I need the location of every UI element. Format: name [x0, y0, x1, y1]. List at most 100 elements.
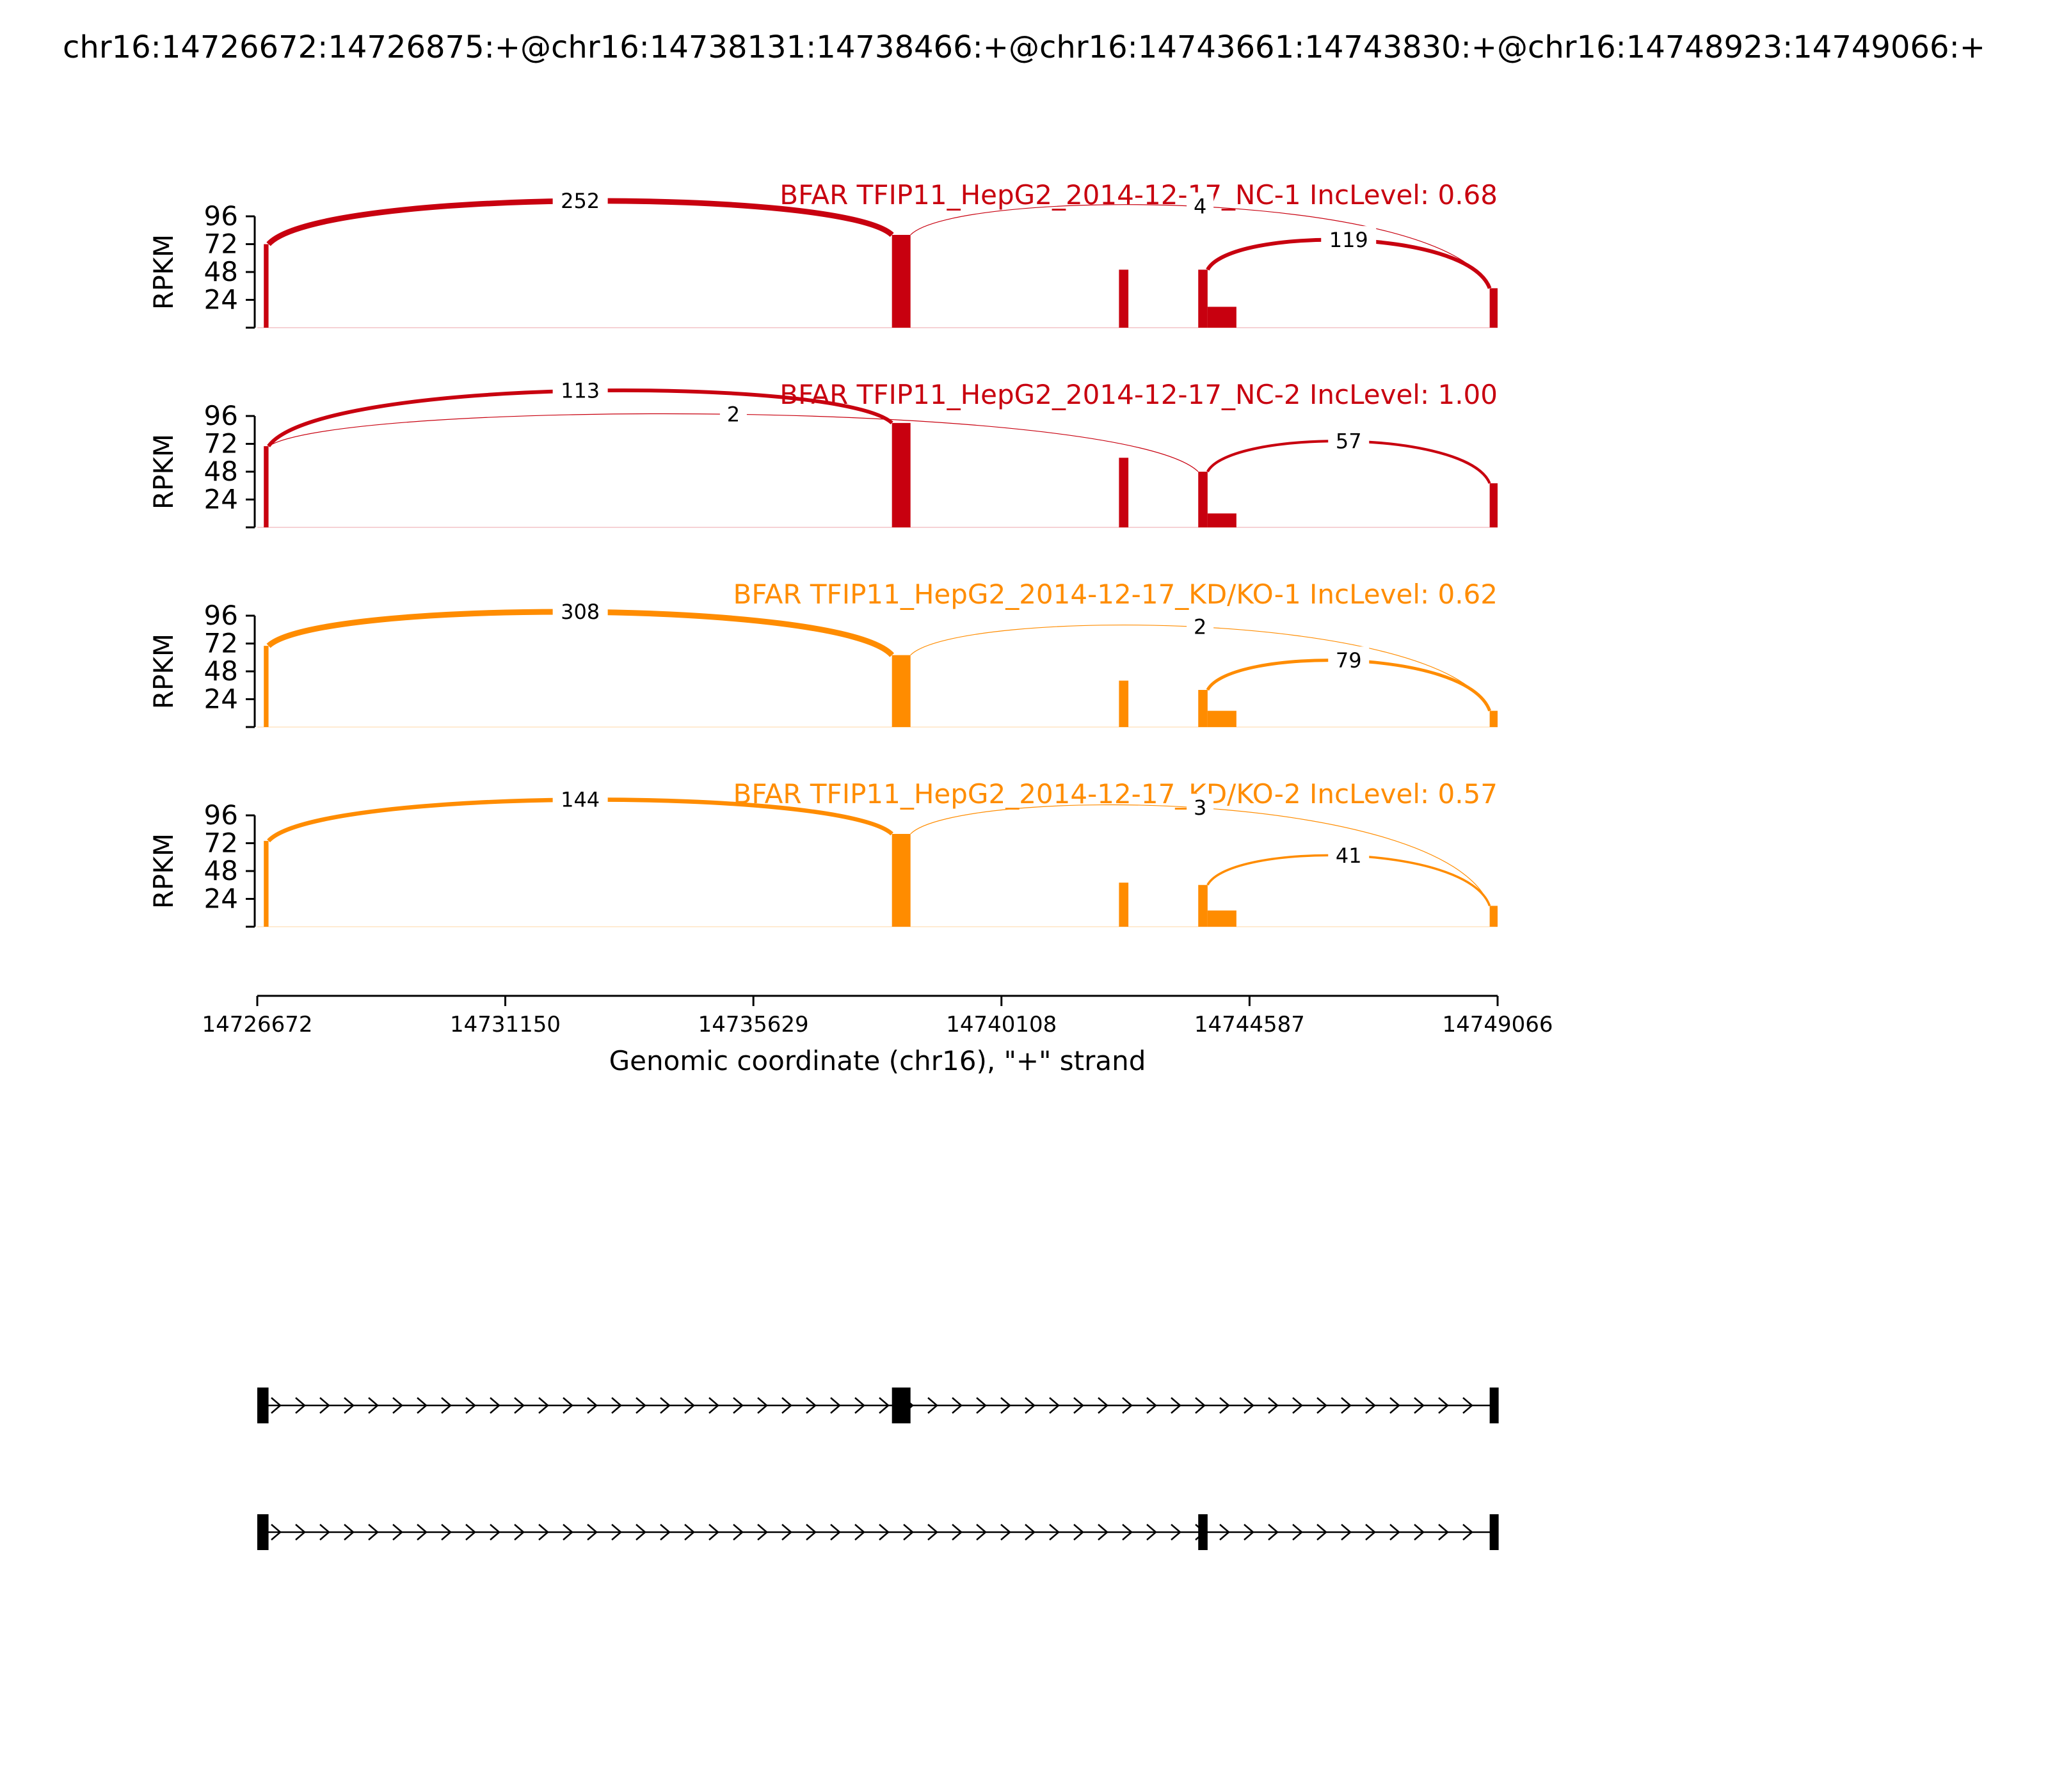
strand-arrow	[1171, 1524, 1181, 1540]
x-tick-label: 14749066	[1442, 1012, 1553, 1037]
strand-arrow	[587, 1397, 598, 1414]
strand-arrow	[806, 1397, 817, 1414]
junction-label-bg	[552, 376, 608, 403]
strand-arrow	[1219, 1397, 1230, 1414]
strand-arrow	[733, 1524, 744, 1540]
genomic-x-axis: 14726672 14731150 14735629 14740108 14744587…	[202, 995, 1553, 1076]
junction-label-bg	[1187, 192, 1214, 218]
coverage-block	[1207, 910, 1236, 927]
strand-arrow	[927, 1524, 938, 1540]
junction-count-label: 2	[727, 402, 740, 426]
y-tick-label: 24	[204, 684, 238, 715]
strand-arrow	[1098, 1524, 1108, 1540]
strand-arrow	[684, 1524, 695, 1540]
strand-arrow	[708, 1397, 719, 1414]
coverage-block	[892, 834, 911, 927]
strand-arrow	[1073, 1524, 1084, 1540]
isoform-structures	[257, 1388, 1499, 1550]
strand-arrow	[879, 1397, 890, 1414]
coverage-block	[892, 655, 911, 727]
strand-arrow	[1000, 1397, 1011, 1414]
strand-arrow	[368, 1397, 379, 1414]
coverage-block	[1198, 269, 1208, 328]
junction-count-label: 3	[1194, 796, 1206, 820]
strand-arrow	[563, 1524, 573, 1540]
junction-count-label: 79	[1336, 648, 1362, 673]
y-tick-label: 48	[204, 855, 238, 886]
strand-arrow	[660, 1524, 671, 1540]
strand-arrow	[1316, 1397, 1327, 1414]
strand-arrow	[1414, 1397, 1425, 1414]
strand-arrow	[563, 1397, 573, 1414]
strand-arrow	[1316, 1524, 1327, 1540]
strand-arrow	[271, 1524, 282, 1540]
strand-arrow	[757, 1524, 768, 1540]
y-tick-label: 24	[204, 883, 238, 915]
track-title: BFAR TFIP11_HepG2_2014-12-17_NC-1 IncLev…	[780, 179, 1498, 211]
y-tick-label: 48	[204, 655, 238, 687]
junction-count-label: 252	[561, 189, 600, 213]
coverage-block	[1198, 884, 1208, 927]
x-axis-label: Genomic coordinate (chr16), "+" strand	[609, 1045, 1146, 1076]
strand-arrow	[708, 1524, 719, 1540]
strand-arrow	[344, 1524, 355, 1540]
junction-label-bg	[1328, 646, 1370, 673]
y-tick-label: 72	[204, 428, 238, 460]
strand-arrow	[611, 1524, 622, 1540]
exon-block	[1489, 1514, 1499, 1550]
strand-arrow	[1025, 1397, 1036, 1414]
junction-count-label: 308	[561, 600, 600, 624]
strand-arrow	[611, 1397, 622, 1414]
strand-arrow	[854, 1397, 865, 1414]
x-tick-label: 14740108	[946, 1012, 1057, 1037]
y-axis-label: RPKM	[148, 234, 179, 310]
strand-arrow	[319, 1397, 330, 1414]
y-tick-label: 96	[204, 200, 238, 232]
strand-arrow	[1049, 1397, 1060, 1414]
isoform-2	[257, 1514, 1499, 1550]
isoform-1	[257, 1388, 1499, 1423]
y-tick-label: 24	[204, 484, 238, 515]
track-3: BFAR TFIP11_HepG2_2014-12-17_KD/KO-1 Inc…	[148, 579, 1498, 728]
strand-arrow	[1414, 1524, 1425, 1540]
strand-arrow	[1341, 1524, 1352, 1540]
strand-arrow	[538, 1397, 549, 1414]
junction-count-label: 144	[561, 788, 600, 812]
strand-arrow	[1389, 1397, 1400, 1414]
junction-label-bg	[552, 598, 608, 624]
junction-count-label: 57	[1336, 429, 1362, 453]
coverage-block	[1489, 483, 1498, 527]
strand-arrow	[830, 1524, 841, 1540]
strand-arrow	[1268, 1524, 1279, 1540]
y-axis-label: RPKM	[148, 434, 179, 509]
strand-arrow	[344, 1397, 355, 1414]
junction-label-bg	[552, 187, 608, 213]
junction-label-bg	[1328, 427, 1370, 453]
strand-arrow	[976, 1397, 987, 1414]
strand-arrow	[1146, 1524, 1157, 1540]
exon-block	[892, 1388, 911, 1423]
strand-arrow	[1219, 1524, 1230, 1540]
junction-label-bg	[1187, 794, 1214, 820]
exon-block	[257, 1388, 269, 1423]
coverage-block	[1198, 472, 1208, 527]
strand-arrow	[514, 1524, 525, 1540]
strand-arrow	[1049, 1524, 1060, 1540]
strand-arrow	[1389, 1524, 1400, 1540]
coverage-block	[1119, 269, 1129, 328]
strand-arrow	[636, 1397, 646, 1414]
strand-arrow	[368, 1524, 379, 1540]
strand-arrow	[1438, 1524, 1449, 1540]
coverage-block	[1119, 680, 1129, 727]
strand-arrow	[1292, 1524, 1303, 1540]
strand-arrow	[587, 1524, 598, 1540]
exon-block	[257, 1514, 269, 1550]
track-2: BFAR TFIP11_HepG2_2014-12-17_NC-2 IncLev…	[148, 376, 1498, 529]
y-tick-label: 96	[204, 799, 238, 831]
x-tick-label: 14744587	[1194, 1012, 1305, 1037]
strand-arrow	[1365, 1397, 1376, 1414]
exon-block	[1489, 1388, 1499, 1423]
page-title: chr16:14726672:14726875:+@chr16:14738131…	[63, 29, 1985, 65]
strand-arrow	[392, 1397, 403, 1414]
strand-arrow	[319, 1524, 330, 1540]
